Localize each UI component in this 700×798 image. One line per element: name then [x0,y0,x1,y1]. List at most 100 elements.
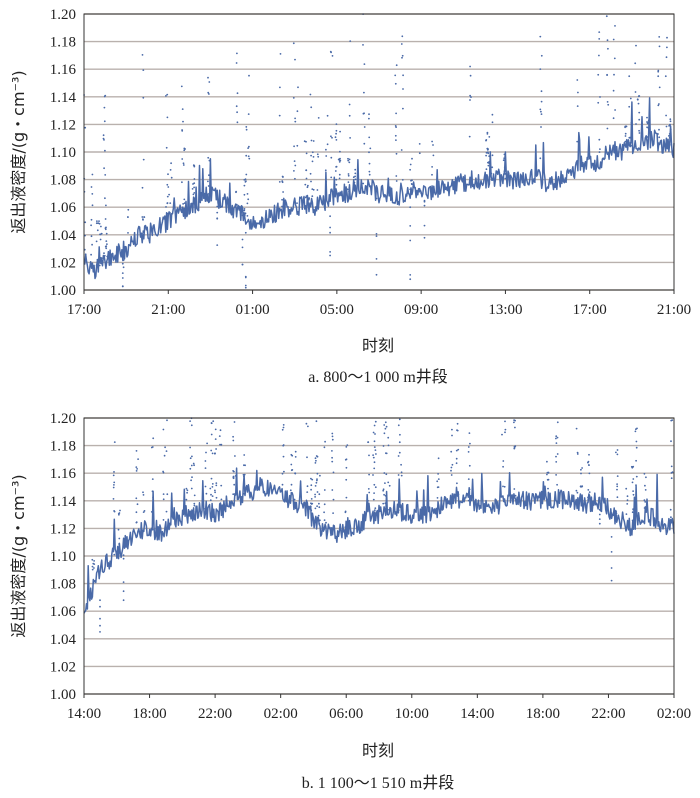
data-point [373,483,376,486]
data-point [216,205,219,208]
data-point [281,472,284,475]
data-point [368,117,370,120]
data-point [282,426,285,429]
data-point [122,266,125,269]
data-point [540,110,542,113]
data-point [467,446,470,448]
data-point [99,233,102,236]
data-point [282,444,285,446]
data-point [625,513,628,515]
data-point [373,440,376,443]
data-point [432,154,435,157]
x-tick-label: 18:00 [526,706,560,722]
data-point [628,75,631,78]
data-point [248,157,251,160]
data-point [431,173,433,176]
y-tick-label: 1.10 [50,549,76,565]
data-point [112,474,115,477]
data-point [317,155,320,158]
data-point [105,247,108,250]
data-point [311,195,314,198]
data-point [166,493,169,496]
data-point [193,178,196,180]
data-point [431,140,433,143]
data-point [244,178,247,181]
data-point [316,478,318,480]
data-point [598,138,601,141]
data-point [193,192,196,194]
data-point [491,121,494,124]
data-point [312,188,315,191]
data-point [190,479,193,482]
data-point [141,186,144,189]
data-point [310,498,313,500]
data-point [113,510,116,513]
data-point [368,113,370,116]
data-point [193,494,196,497]
data-point [305,422,308,425]
data-point [610,567,613,569]
data-point [84,234,86,237]
data-point [103,252,105,255]
data-point [398,418,401,421]
data-point [165,206,167,208]
data-point [487,164,490,167]
data-point [102,137,105,140]
y-tick-label: 1.06 [50,200,77,216]
data-point [112,498,115,500]
y-tick-label: 1.08 [50,577,76,593]
data-point [119,509,121,512]
data-point [580,472,582,475]
data-point [374,486,377,489]
data-point [576,79,579,81]
data-point [214,489,216,492]
data-point [314,462,317,464]
chart-a: 1.00 1.02 1.04 1.06 1.08 1.10 1.12 1.14 1.16 1.18… [9,7,691,386]
data-point [382,502,385,505]
data-point [437,473,439,475]
data-point [182,203,185,205]
data-point [207,76,209,79]
data-point [122,599,125,602]
data-point [638,118,641,121]
data-point [331,456,333,459]
data-point [635,440,638,443]
data-point [631,481,634,484]
data-point [211,483,214,485]
data-point [162,470,165,473]
data-point [211,452,214,455]
data-point [335,139,338,141]
data-point [220,484,223,487]
data-point [233,470,235,473]
data-point [539,108,542,111]
data-point [246,193,249,195]
data-point [208,81,211,83]
data-point [332,471,335,474]
data-point [325,148,327,151]
data-point [113,441,116,443]
data-point [502,159,505,162]
data-point [354,168,357,171]
data-point [580,485,583,488]
data-point [588,472,591,475]
data-point [215,484,218,487]
data-point [658,45,661,48]
data-point [91,568,94,571]
data-point [374,420,377,423]
data-point [135,511,138,514]
data-point [635,459,637,462]
data-point [384,482,386,484]
data-point [539,35,542,38]
data-point [362,112,365,115]
data-point [162,493,165,495]
data-point [309,93,312,96]
data-point [501,433,503,436]
data-point [450,450,453,453]
data-point [315,459,317,462]
data-point [383,424,386,426]
data-point [368,136,371,139]
data-point [282,424,285,426]
data-point [450,474,453,476]
data-point [310,477,312,480]
data-point [235,105,238,108]
